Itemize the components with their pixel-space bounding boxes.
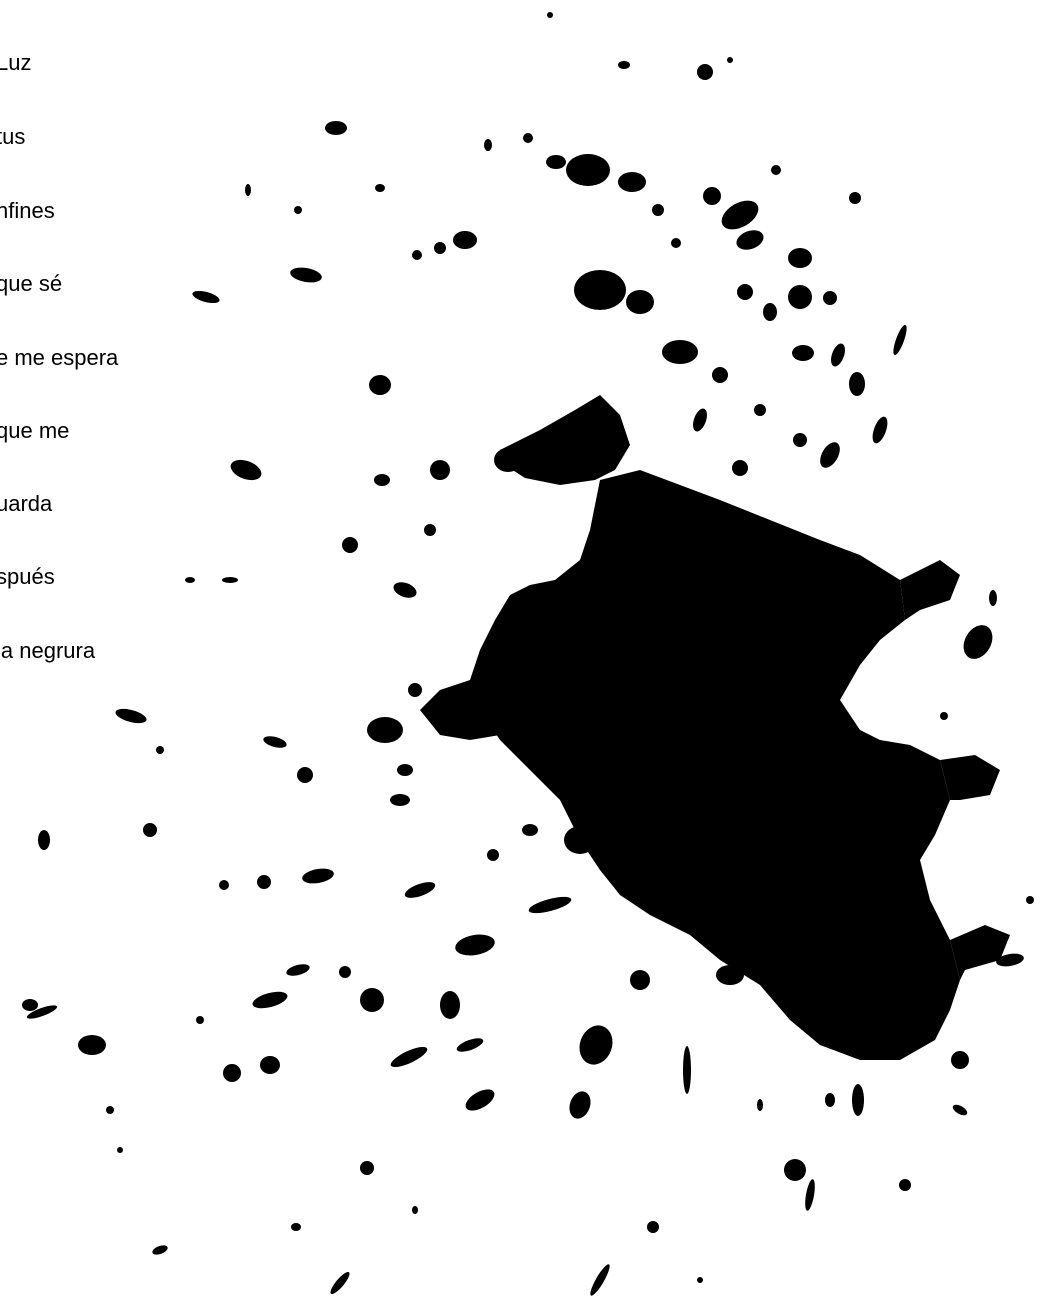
poem-line: nfines — [0, 198, 55, 223]
ink-blob-main — [420, 395, 1010, 1060]
poem-line: uarda — [0, 491, 53, 516]
poem-line: Luz — [0, 50, 32, 75]
poem-line: spués — [0, 564, 55, 589]
poem-line: e me espera — [0, 345, 119, 370]
poem-line: que me — [0, 418, 70, 443]
poem-line: la negrura — [0, 638, 96, 663]
ink-droplets — [22, 12, 1034, 1296]
poem-line: que sé — [0, 271, 63, 296]
poem-text: Luz tus nfines que sé e me espera que me… — [0, 0, 200, 700]
poem-line: tus — [0, 124, 26, 149]
